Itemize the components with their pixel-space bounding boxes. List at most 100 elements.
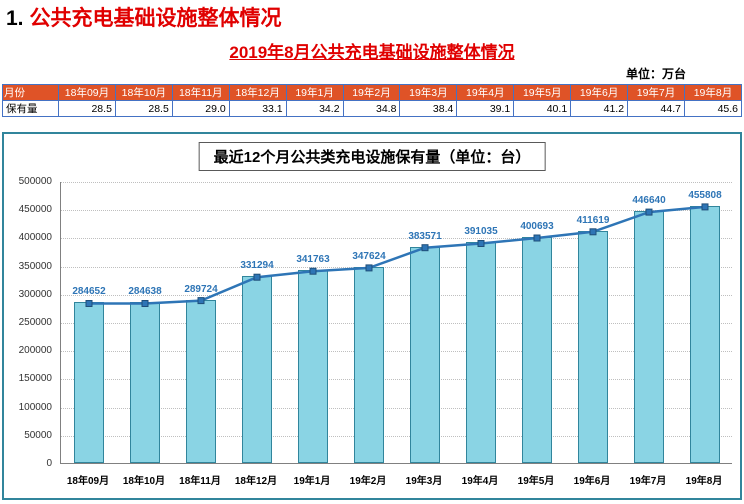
data-label: 347624 [352, 250, 386, 262]
y-axis-tick-label: 50000 [24, 429, 52, 441]
value-cell: 40.1 [513, 100, 572, 117]
x-axis-tick-label: 19年7月 [629, 476, 667, 487]
y-axis-tick-label: 500000 [18, 176, 52, 187]
y-axis-tick-label: 350000 [18, 260, 52, 272]
bar [690, 205, 720, 463]
x-axis-tick-label: 19年5月 [517, 476, 555, 487]
values-row-label: 保有量 [2, 100, 59, 117]
bar [410, 246, 440, 463]
x-axis-tick-label: 18年12月 [234, 476, 278, 487]
x-axis-tick-label: 18年09月 [66, 476, 110, 487]
value-cell: 34.8 [342, 100, 401, 117]
x-axis-tick-label: 19年8月 [685, 476, 723, 487]
month-header-cell: 19年1月 [285, 84, 344, 101]
section-title-text: 公共充电基础设施整体情况 [29, 7, 282, 30]
line-series [85, 203, 709, 307]
bar [298, 270, 328, 463]
line-marker [309, 267, 317, 275]
month-header-cell: 19年3月 [399, 84, 458, 101]
gridline [61, 407, 732, 409]
line-marker [365, 264, 373, 272]
x-axis-tick-label: 19年2月 [349, 476, 387, 487]
month-header-cell: 19年8月 [683, 84, 743, 101]
bar [74, 302, 104, 463]
month-header-cell: 19年4月 [456, 84, 515, 101]
gridline [61, 435, 732, 437]
line-marker [421, 244, 429, 252]
report-subtitle: 2019年8月公共充电基础设施整体情况 [0, 38, 744, 63]
summary-table: 月份 18年09月 18年10月 18年11月 18年12月 19年1月 19年2月 19年… [2, 84, 743, 117]
months-row-label: 月份 [2, 84, 59, 101]
gridline [61, 351, 732, 353]
month-header-cell: 18年09月 [58, 84, 116, 101]
data-label: 284652 [72, 286, 106, 298]
value-cell: 44.7 [627, 100, 685, 117]
value-cell: 33.1 [228, 100, 287, 117]
data-label: 383571 [408, 230, 442, 242]
x-axis-tick-label: 18年11月 [179, 476, 221, 487]
bar [578, 230, 608, 463]
gridline [61, 210, 732, 212]
y-axis-tick-label: 400000 [18, 232, 52, 244]
bar [522, 237, 552, 463]
y-axis-tick-label: 250000 [18, 317, 52, 328]
chart-container: 最近12个月公共类充电设施保有量（单位：台） 0 50000 100000 15000… [2, 132, 742, 500]
y-axis-tick-label: 200000 [18, 345, 52, 357]
gridline [61, 323, 732, 324]
line-marker [701, 203, 709, 211]
line-marker [141, 300, 149, 307]
value-cell: 29.0 [171, 100, 230, 117]
gridline [61, 266, 732, 268]
y-axis-tick-label: 300000 [18, 288, 52, 300]
line-marker [533, 234, 541, 242]
x-axis-tick-label: 18年10月 [122, 476, 166, 487]
data-label: 391035 [464, 226, 498, 238]
month-header-cell: 18年11月 [171, 84, 230, 101]
line-marker [477, 240, 485, 247]
data-label: 289724 [184, 283, 218, 295]
x-axis-labels: 18年09月 18年10月 18年11月 18年12月 19年1月 19年2月 19年3月 1… [60, 468, 732, 490]
months-row: 月份 18年09月 18年10月 18年11月 18年12月 19年1月 19年2月 19年… [2, 84, 743, 101]
data-label: 455808 [688, 189, 722, 201]
report-subtitle-text: 2019年8月公共充电基础设施整体情况 [229, 43, 515, 62]
data-label: 331294 [240, 260, 274, 272]
bar [130, 302, 160, 463]
month-header-cell: 19年7月 [627, 84, 685, 101]
data-label: 400693 [520, 221, 554, 232]
gridline [61, 379, 732, 381]
bar [466, 242, 496, 463]
unit-label: 单位：万台 [625, 67, 686, 81]
x-axis-tick-label: 19年3月 [405, 476, 443, 487]
data-label: 284638 [128, 286, 162, 298]
value-cell: 45.6 [683, 100, 743, 117]
values-row: 保有量 28.5 28.5 29.0 33.1 34.2 34.8 38.4 39.1 40.1… [2, 100, 743, 117]
value-cell: 28.5 [114, 100, 173, 117]
y-axis-labels: 0 50000 100000 150000 200000 250000 300000 3500… [8, 176, 56, 469]
month-header-cell: 19年6月 [570, 84, 629, 101]
x-axis-tick-label: 19年1月 [293, 476, 331, 487]
month-header-cell: 18年12月 [228, 84, 287, 101]
month-header-cell: 18年10月 [114, 84, 173, 101]
value-cell: 28.5 [58, 100, 116, 117]
line-marker [589, 228, 597, 236]
line-marker [197, 297, 205, 305]
y-axis-tick-label: 150000 [18, 373, 52, 385]
line-marker [645, 208, 653, 216]
section-number: 1. [6, 7, 24, 30]
line-path [89, 205, 706, 305]
x-axis-tick-label: 19年6月 [573, 476, 611, 487]
value-cell: 38.4 [399, 100, 458, 117]
y-axis-tick-label: 0 [46, 458, 52, 469]
chart-title: 最近12个月公共类充电设施保有量（单位：台） [198, 142, 546, 171]
month-header-cell: 19年2月 [342, 84, 401, 101]
x-axis-tick-label: 19年4月 [461, 476, 499, 487]
y-axis-tick-label: 450000 [18, 204, 52, 216]
value-cell: 34.2 [285, 100, 344, 117]
bar [634, 211, 664, 463]
data-label: 446640 [632, 195, 666, 207]
bar [354, 266, 384, 463]
bar [242, 276, 272, 463]
data-label: 411619 [576, 214, 610, 226]
value-cell: 41.2 [570, 100, 629, 117]
